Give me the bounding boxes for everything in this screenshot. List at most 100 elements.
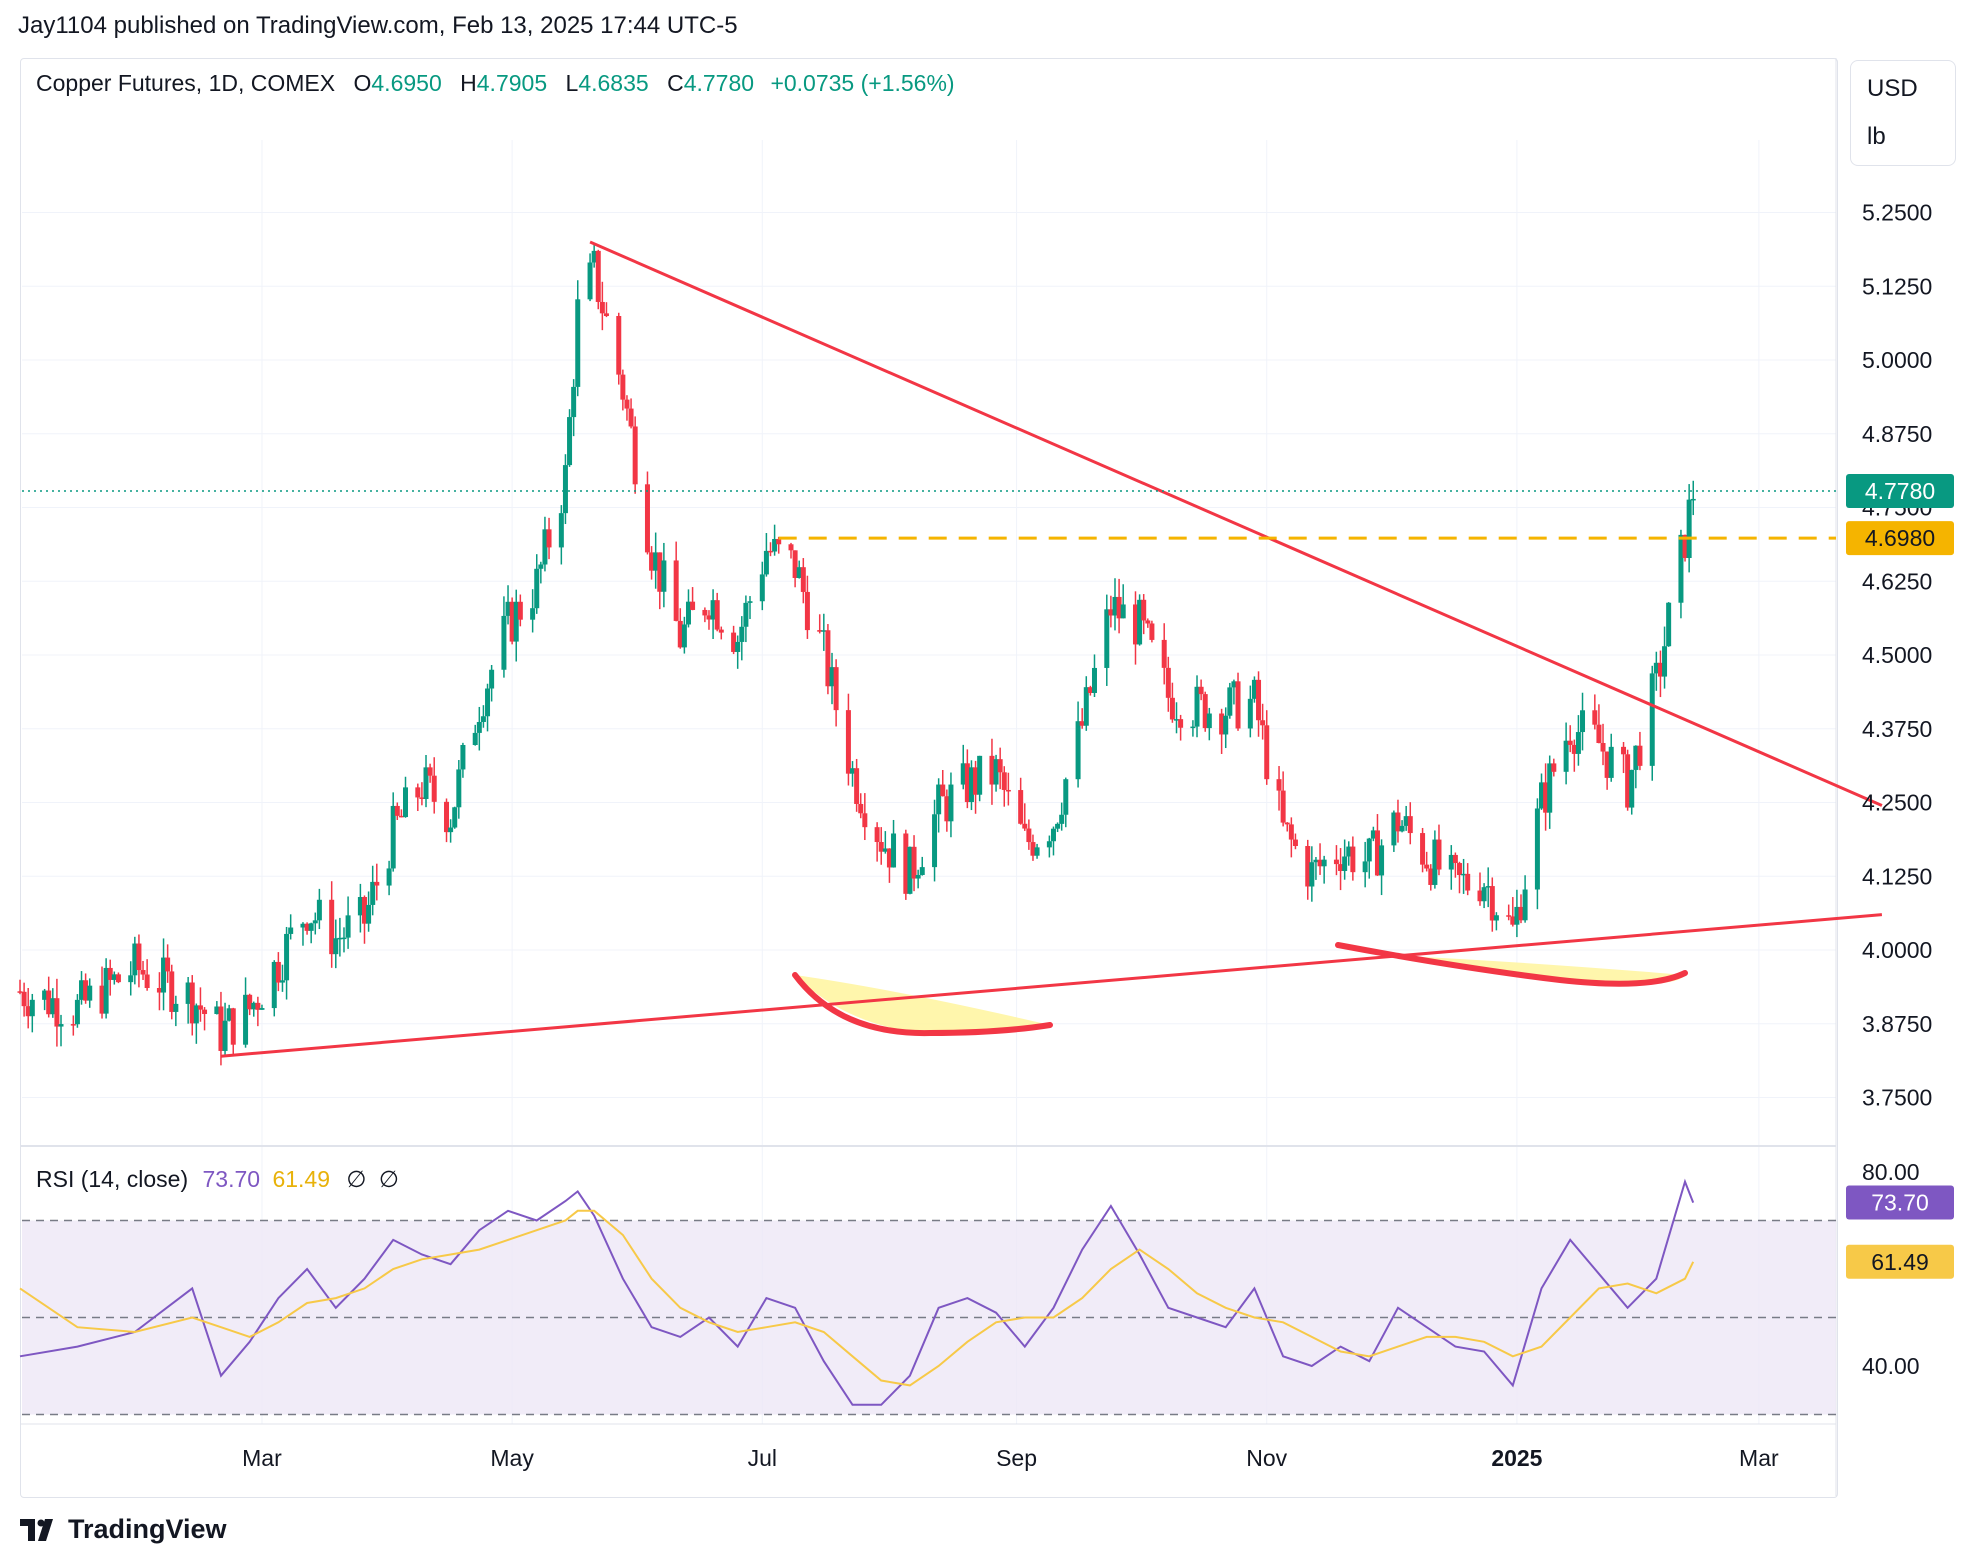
candle-body [845,710,851,774]
candle-body [1161,639,1167,668]
candle-body [1256,679,1262,721]
candle-body [1395,812,1401,832]
candle-body [505,601,511,616]
candle-body [747,601,753,603]
low-label: L [565,70,579,96]
candle-body [768,550,774,553]
candle-body [1116,596,1122,619]
candle-body [874,827,880,843]
candle-body [386,868,392,886]
candle-body [513,601,519,642]
candle-body [1522,889,1528,921]
candle-body [1514,906,1520,925]
candle-body [42,990,48,1000]
candle-body [1362,861,1368,873]
candle-body [542,529,548,565]
last-price-badge-bg [1846,473,1954,508]
candle-body [87,985,93,1001]
candle-body [1276,779,1282,791]
candle-body [993,759,999,785]
rsi-lines [19,1178,1695,1406]
last-price-badge: 4.7780 [1865,478,1935,504]
candle-body [169,971,175,1012]
candle-body [1231,681,1237,688]
candle-body [1403,816,1409,826]
candle-body [1050,828,1056,842]
symbol-label[interactable]: Copper Futures, 1D, COMEX [36,70,336,96]
candle-body [1112,596,1118,616]
candle-body [948,784,954,822]
candle-body [804,591,810,631]
price-tick-label: 4.6250 [1862,568,1932,594]
candle-body [1608,746,1614,778]
candle-body [1543,782,1549,813]
rsi-badge: 73.70 [1871,1190,1929,1216]
published-header: Jay1104 published on TradingView.com, Fe… [18,12,738,39]
highlight-fill-left [795,975,1050,1036]
candle-body [919,867,925,875]
candle-body [501,615,507,670]
candle-body [214,1006,220,1015]
currency-unit-box[interactable]: USD lb [1850,60,1956,166]
tradingview-logo[interactable]: TradingView [20,1514,227,1545]
candle-body [202,1009,208,1015]
candle-body [312,920,318,924]
candle-body [1506,915,1512,917]
candle-body [915,874,921,879]
candle-body [144,974,150,989]
candle-body [690,601,696,610]
open-label: O [353,70,372,96]
candle-body [1518,906,1524,921]
candle-body [1649,673,1655,766]
candle-body [218,1006,224,1051]
candle-body [1165,667,1171,698]
rsi-title[interactable]: RSI (14, close) [36,1166,189,1192]
candle-body [567,417,573,466]
candle-body [739,626,745,642]
candle-body [222,1020,228,1051]
candle-body [1108,609,1114,616]
unit-label[interactable]: lb [1867,123,1886,150]
candle-body [230,1008,236,1045]
candle-body [284,933,290,981]
candle-body [1596,724,1602,744]
candle-body [854,768,860,804]
currency-label[interactable]: USD [1867,75,1918,102]
rsi-legend[interactable]: RSI (14, close) 73.70 61.49 ∅ ∅ [36,1166,399,1193]
candle-body [1022,823,1028,829]
candle-body [796,567,802,578]
candle-body [140,970,146,975]
candle-body [1477,890,1483,902]
rsi-tick-label: 80.00 [1862,1159,1920,1185]
candle-body [1247,698,1253,729]
level-price-badge-bg [1846,521,1954,556]
candle-body [1604,751,1610,778]
candle-body [1149,623,1155,640]
candle-body [989,755,995,785]
candle-body [1194,686,1200,727]
candle-body [1046,841,1052,848]
candle-body [1580,710,1586,733]
candle-body [99,985,105,1014]
candle-body [763,550,769,575]
candle-body [25,1006,31,1017]
candle-body [1321,859,1327,867]
candle-body [833,667,839,711]
candle-body [197,1005,203,1010]
ohlc-legend[interactable]: Copper Futures, 1D, COMEX O4.6950 H4.790… [36,70,955,97]
candle-body [940,784,946,797]
candle-body [431,775,437,802]
candle-body [534,568,540,609]
rsi-ma-badge-bg [1846,1244,1954,1279]
candle-body [599,301,605,314]
candle-body [776,538,782,545]
candle-body [485,688,491,717]
candle-body [1223,715,1229,735]
candle-body [825,630,831,687]
candle-body [251,1002,257,1010]
candle-body [936,784,942,815]
high-label: H [460,70,477,96]
level-price-badge: 4.6980 [1865,525,1935,551]
candle-body [103,967,109,1014]
